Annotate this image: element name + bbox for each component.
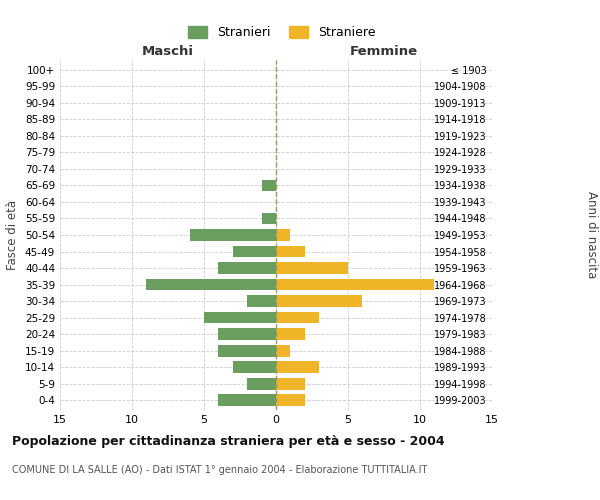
Bar — [247, 295, 276, 307]
Bar — [218, 262, 276, 274]
Legend: Stranieri, Straniere: Stranieri, Straniere — [184, 21, 380, 44]
Text: Popolazione per cittadinanza straniera per età e sesso - 2004: Popolazione per cittadinanza straniera p… — [12, 435, 445, 448]
Text: Anni di nascita: Anni di nascita — [584, 192, 598, 278]
Bar — [276, 246, 305, 258]
Bar — [233, 361, 276, 373]
Bar — [146, 278, 276, 290]
Bar — [276, 378, 305, 390]
Bar — [218, 328, 276, 340]
Bar — [276, 312, 319, 324]
Bar — [276, 361, 319, 373]
Text: Femmine: Femmine — [350, 44, 418, 58]
Bar — [276, 344, 290, 356]
Bar — [204, 312, 276, 324]
Bar — [262, 180, 276, 192]
Bar — [247, 378, 276, 390]
Bar — [276, 328, 305, 340]
Y-axis label: Fasce di età: Fasce di età — [7, 200, 19, 270]
Bar — [262, 212, 276, 224]
Bar — [276, 278, 434, 290]
Text: COMUNE DI LA SALLE (AO) - Dati ISTAT 1° gennaio 2004 - Elaborazione TUTTITALIA.I: COMUNE DI LA SALLE (AO) - Dati ISTAT 1° … — [12, 465, 427, 475]
Bar — [276, 262, 348, 274]
Bar — [218, 394, 276, 406]
Bar — [276, 295, 362, 307]
Bar — [276, 229, 290, 241]
Text: Maschi: Maschi — [142, 44, 194, 58]
Bar — [276, 394, 305, 406]
Bar — [190, 229, 276, 241]
Bar — [218, 344, 276, 356]
Bar — [233, 246, 276, 258]
